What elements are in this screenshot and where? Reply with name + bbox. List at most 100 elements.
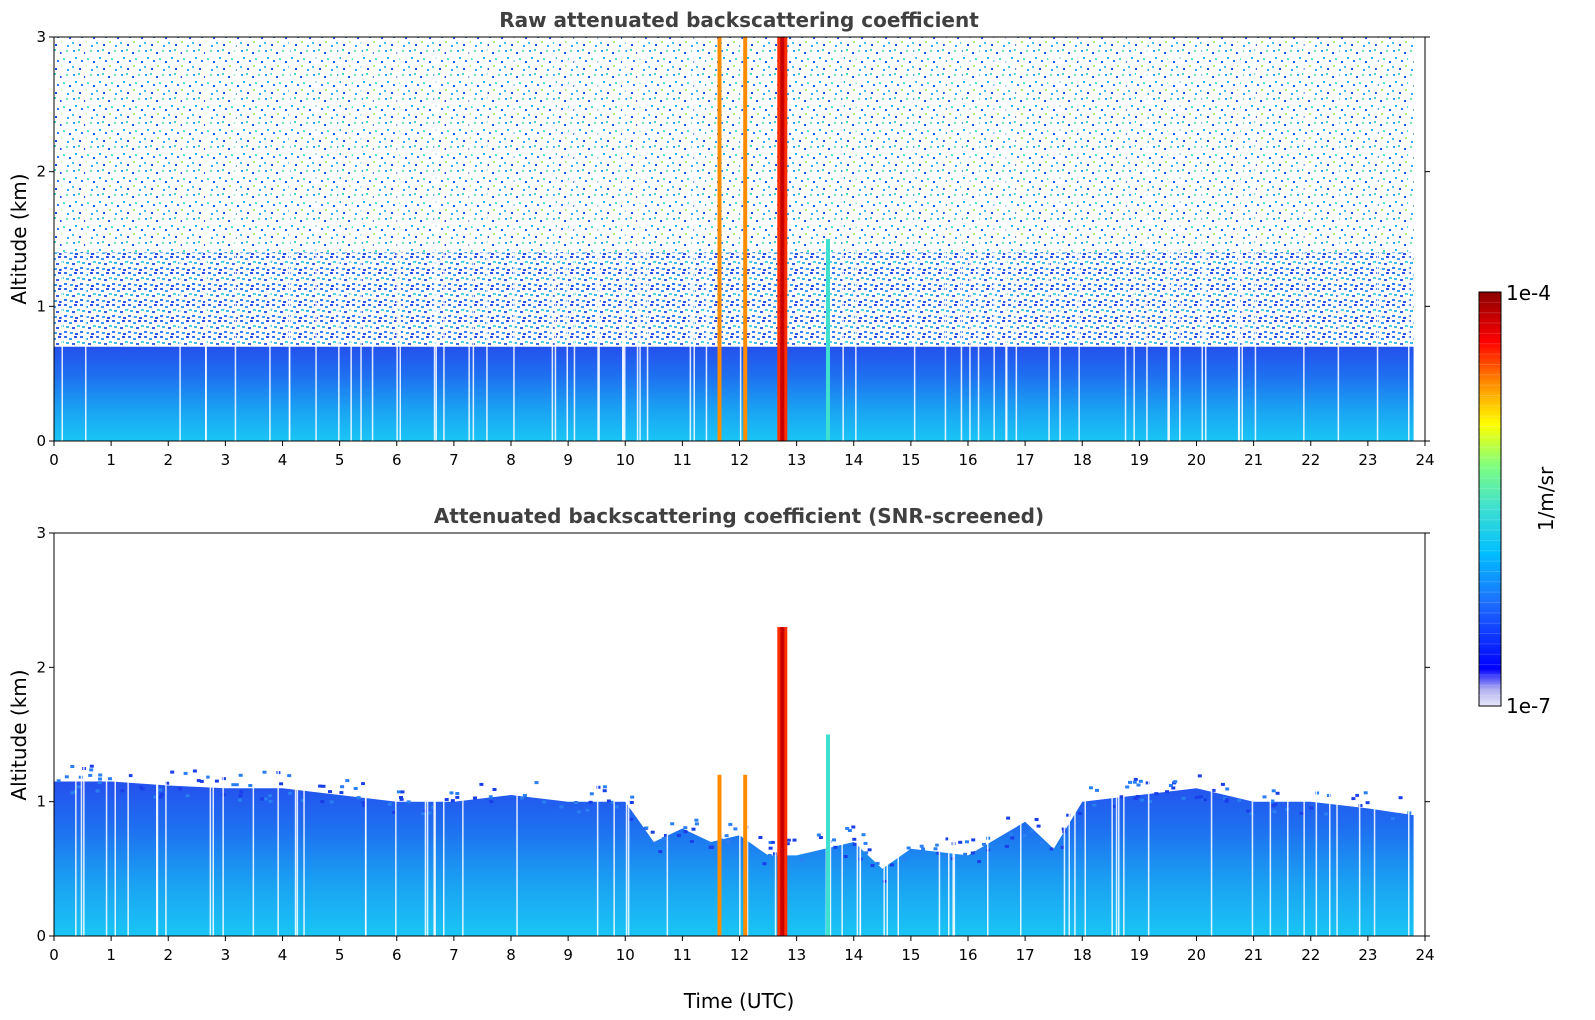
speckle <box>473 796 477 800</box>
data-gap <box>842 37 844 441</box>
speckle <box>1309 806 1314 810</box>
data-gap <box>636 37 639 441</box>
speckle <box>602 789 607 793</box>
data-gap <box>315 37 317 441</box>
x-tick-label: 1 <box>106 451 116 469</box>
speckle <box>488 795 493 799</box>
data-gap <box>1006 37 1008 441</box>
transition-field <box>54 252 1414 361</box>
data-gap <box>1315 533 1318 936</box>
speckle <box>192 769 197 773</box>
speckle <box>353 787 358 790</box>
speckle <box>889 863 894 867</box>
speckle <box>1060 845 1065 849</box>
data-gap <box>1303 533 1305 936</box>
speckle <box>1225 787 1230 791</box>
speckle <box>339 791 344 795</box>
speckle <box>70 765 75 768</box>
x-tick-label: 0 <box>49 946 59 964</box>
speckle <box>108 777 112 781</box>
data-gap <box>625 533 628 936</box>
speckle <box>919 844 924 848</box>
speckle <box>1168 784 1173 787</box>
speckle <box>95 789 100 793</box>
x-tick-label: 11 <box>673 946 692 964</box>
data-gap <box>1078 37 1080 441</box>
data-gap <box>1210 533 1213 936</box>
x-tick-label: 12 <box>730 451 749 469</box>
speckle <box>629 801 634 804</box>
data-gap <box>1123 533 1125 936</box>
speckle <box>361 782 366 786</box>
speckle <box>1119 795 1124 799</box>
speckle <box>1135 795 1140 798</box>
x-tick-label: 5 <box>335 451 345 469</box>
speckle <box>196 779 201 783</box>
speckle <box>689 839 694 843</box>
data-gap <box>993 37 995 441</box>
speckle <box>318 784 323 788</box>
speckle <box>345 779 350 783</box>
speckle <box>833 845 838 849</box>
data-gap <box>1179 37 1181 441</box>
speckle <box>328 790 332 794</box>
x-tick-label: 6 <box>392 946 402 964</box>
data-gap <box>666 533 669 936</box>
x-tick-label: 15 <box>901 451 920 469</box>
data-gap <box>516 533 518 936</box>
data-gap <box>1254 37 1257 441</box>
data-gap <box>371 37 374 441</box>
precip-feature <box>743 774 748 936</box>
data-gap <box>1251 533 1254 936</box>
speckle <box>64 775 69 779</box>
data-gap <box>61 37 63 441</box>
x-tick-label: 2 <box>163 451 173 469</box>
speckle <box>863 841 868 845</box>
speckle <box>268 794 273 798</box>
speckle <box>771 840 776 844</box>
precip-core <box>780 627 785 936</box>
speckle <box>870 864 875 867</box>
data-gap <box>977 37 980 441</box>
x-tick-label: 6 <box>392 451 402 469</box>
y-tick-label: 0 <box>36 927 46 945</box>
data-gap <box>1020 533 1022 936</box>
y-tick-label: 0 <box>36 432 46 450</box>
data-gap <box>1269 533 1272 936</box>
speckle <box>589 792 594 796</box>
speckle <box>1036 824 1041 828</box>
data-gap <box>913 37 916 441</box>
speckle <box>767 854 772 857</box>
speckle <box>234 783 239 787</box>
x-tick-label: 7 <box>449 451 459 469</box>
data-gap <box>360 37 362 441</box>
speckle <box>1299 811 1304 815</box>
data-gap <box>105 533 108 936</box>
x-tick-label: 21 <box>1244 451 1263 469</box>
speckle <box>1010 836 1015 840</box>
data-gap <box>83 533 85 936</box>
speckle <box>1273 803 1278 806</box>
data-gap <box>1241 37 1243 441</box>
speckle <box>1197 774 1202 778</box>
x-tick-label: 14 <box>844 946 863 964</box>
x-tick-label: 5 <box>335 946 345 964</box>
data-gap <box>746 533 749 936</box>
data-gap <box>209 533 212 936</box>
x-tick-label: 14 <box>844 451 863 469</box>
data-gap <box>1015 37 1018 441</box>
speckle <box>977 860 982 864</box>
speckle <box>875 861 880 865</box>
data-gap <box>85 37 87 441</box>
speckle <box>300 799 305 803</box>
speckle <box>1271 804 1276 808</box>
speckle <box>159 795 163 799</box>
data-gap <box>598 37 600 441</box>
speckle <box>356 796 361 800</box>
speckle <box>758 836 763 839</box>
x-tick-label: 7 <box>449 946 459 964</box>
speckle <box>98 777 102 781</box>
data-gap <box>434 533 436 936</box>
speckle <box>694 822 699 826</box>
